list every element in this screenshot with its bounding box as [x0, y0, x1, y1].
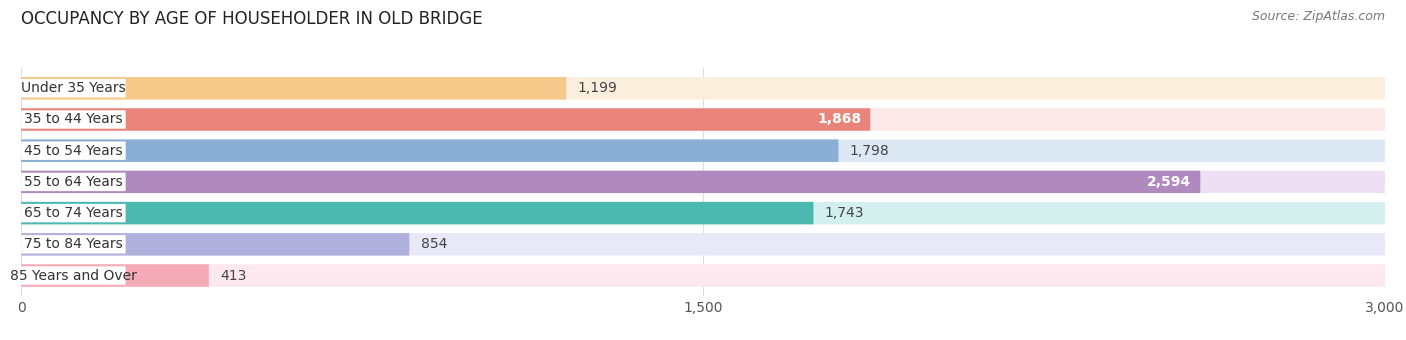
FancyBboxPatch shape — [21, 141, 125, 160]
Text: Source: ZipAtlas.com: Source: ZipAtlas.com — [1251, 10, 1385, 23]
Text: 55 to 64 Years: 55 to 64 Years — [24, 175, 122, 189]
FancyBboxPatch shape — [21, 266, 125, 285]
Text: OCCUPANCY BY AGE OF HOUSEHOLDER IN OLD BRIDGE: OCCUPANCY BY AGE OF HOUSEHOLDER IN OLD B… — [21, 10, 482, 28]
FancyBboxPatch shape — [21, 202, 1385, 224]
FancyBboxPatch shape — [21, 264, 209, 287]
Text: 413: 413 — [221, 269, 246, 283]
Text: 45 to 54 Years: 45 to 54 Years — [24, 144, 122, 158]
Text: 1,798: 1,798 — [849, 144, 890, 158]
FancyBboxPatch shape — [21, 139, 1385, 162]
Text: 85 Years and Over: 85 Years and Over — [10, 269, 136, 283]
Text: 35 to 44 Years: 35 to 44 Years — [24, 113, 122, 126]
FancyBboxPatch shape — [21, 264, 1385, 287]
FancyBboxPatch shape — [21, 204, 125, 222]
Text: 2,594: 2,594 — [1147, 175, 1191, 189]
FancyBboxPatch shape — [21, 139, 838, 162]
Text: 854: 854 — [420, 237, 447, 251]
FancyBboxPatch shape — [21, 110, 125, 129]
Text: 65 to 74 Years: 65 to 74 Years — [24, 206, 122, 220]
FancyBboxPatch shape — [21, 108, 870, 131]
FancyBboxPatch shape — [21, 173, 125, 191]
Text: 1,868: 1,868 — [817, 113, 862, 126]
FancyBboxPatch shape — [21, 77, 1385, 100]
Text: 1,743: 1,743 — [825, 206, 865, 220]
FancyBboxPatch shape — [21, 77, 567, 100]
Text: 1,199: 1,199 — [578, 81, 617, 95]
FancyBboxPatch shape — [21, 171, 1201, 193]
FancyBboxPatch shape — [21, 233, 409, 256]
Text: Under 35 Years: Under 35 Years — [21, 81, 125, 95]
Text: 75 to 84 Years: 75 to 84 Years — [24, 237, 122, 251]
FancyBboxPatch shape — [21, 79, 125, 98]
FancyBboxPatch shape — [21, 235, 125, 254]
FancyBboxPatch shape — [21, 171, 1385, 193]
FancyBboxPatch shape — [21, 108, 1385, 131]
FancyBboxPatch shape — [21, 233, 1385, 256]
FancyBboxPatch shape — [21, 202, 814, 224]
